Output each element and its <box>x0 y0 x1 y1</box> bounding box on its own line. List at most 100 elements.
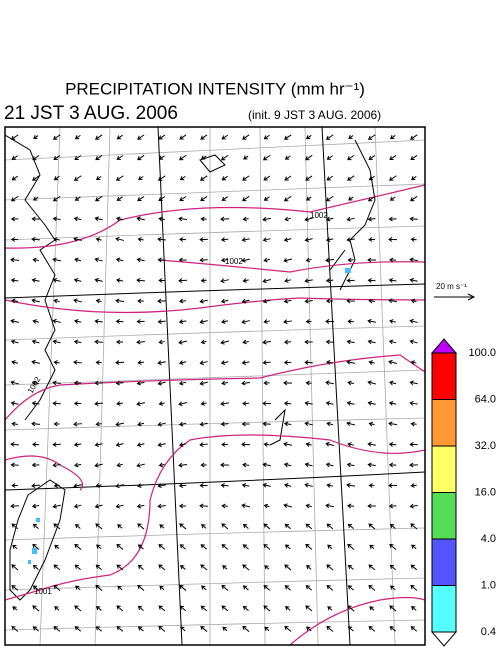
wind-arrow <box>32 257 39 263</box>
wind-arrow <box>326 175 334 181</box>
wind-arrow <box>94 462 103 468</box>
wind-arrow <box>159 585 165 591</box>
wind-arrow <box>95 134 103 140</box>
wind-arrow <box>31 216 40 222</box>
wind-arrow <box>136 380 145 386</box>
wind-arrow <box>74 319 82 324</box>
wind-arrow <box>199 483 208 488</box>
wind-arrow <box>367 257 376 263</box>
wind-arrow <box>389 155 397 161</box>
wind-arrow <box>283 195 292 202</box>
wind-arrow <box>305 543 313 550</box>
wind-arrow <box>368 237 375 242</box>
wind-arrow <box>31 400 40 406</box>
wind-arrow <box>347 564 354 570</box>
wind-arrow <box>409 462 418 468</box>
wind-arrow <box>74 523 81 529</box>
wind-arrow <box>304 482 313 488</box>
wind-arrow <box>262 154 271 161</box>
wind-arrow <box>410 483 417 488</box>
wind-arrow <box>31 277 40 283</box>
wind-arrow <box>369 544 375 550</box>
wind-arrow <box>304 278 313 284</box>
wind-arrow <box>368 523 376 530</box>
wind-arrow <box>326 585 334 591</box>
wind-arrow <box>409 277 418 283</box>
wind-arrow <box>32 154 40 161</box>
wind-arrow <box>178 483 187 488</box>
wind-arrow <box>367 278 376 283</box>
wind-arrow <box>283 503 292 509</box>
wind-arrow <box>220 339 229 345</box>
map-area: 1002 1002 1002 1001 <box>5 127 425 645</box>
colorbar-segment <box>431 352 457 400</box>
wind-arrow <box>306 565 312 570</box>
wind-arrow <box>116 564 124 571</box>
wind-arrow <box>158 625 166 632</box>
wind-arrow <box>115 483 124 489</box>
wind-arrow <box>283 401 292 406</box>
wind-arrow <box>158 401 165 406</box>
wind-arrow <box>199 380 208 386</box>
wind-arrow <box>368 584 376 591</box>
wind-arrow <box>157 298 166 304</box>
wind-arrow <box>94 401 103 407</box>
wind-arrow <box>410 523 418 530</box>
wind-arrow <box>367 400 376 406</box>
wind-arrow <box>347 257 354 263</box>
wind-arrow <box>263 175 271 181</box>
map-frame-bg <box>5 127 425 645</box>
wind-arrow <box>178 462 188 468</box>
wind-arrow <box>74 605 82 612</box>
vector-scale-label: 20 m s⁻¹ <box>436 282 467 291</box>
wind-arrow <box>221 442 228 447</box>
wind-arrow <box>242 564 250 571</box>
wind-arrow <box>284 155 291 160</box>
wind-arrow <box>137 134 145 140</box>
wind-arrow <box>221 319 229 324</box>
wind-arrow <box>263 585 271 591</box>
colorbar-label: 0.4 <box>481 626 496 638</box>
wind-arrow <box>222 626 228 632</box>
wind-arrow <box>179 175 186 181</box>
wind-arrow <box>54 544 60 550</box>
wind-arrow <box>241 257 250 263</box>
colorbar-label: 16.0 <box>475 486 496 498</box>
wind-arrow <box>200 462 207 468</box>
wind-arrow <box>200 175 208 181</box>
wind-arrow <box>53 155 61 160</box>
wind-arrow <box>388 401 397 406</box>
wind-arrow <box>116 216 124 222</box>
wind-arrow <box>95 626 102 632</box>
wind-arrow <box>389 175 397 181</box>
wind-arrow <box>115 257 124 263</box>
wind-arrow <box>53 523 61 530</box>
wind-arrow <box>263 503 270 509</box>
wind-arrow <box>179 360 187 365</box>
wind-arrow <box>200 195 208 202</box>
wind-arrow <box>283 339 292 345</box>
wind-arrow <box>304 237 313 243</box>
wind-arrow <box>284 585 291 591</box>
wind-arrow <box>220 298 229 304</box>
wind-arrow <box>389 605 397 612</box>
wind-arrow <box>73 236 82 242</box>
wind-arrow <box>367 339 376 345</box>
wind-arrow <box>369 606 375 611</box>
wind-arrow <box>262 462 271 468</box>
wind-arrow <box>137 298 144 304</box>
wind-arrow <box>137 237 144 242</box>
wind-arrow <box>136 257 145 263</box>
wind-arrow <box>52 195 61 202</box>
wind-arrow <box>53 360 60 365</box>
wind-arrow <box>73 442 82 447</box>
wind-arrow <box>158 216 165 222</box>
wind-arrow <box>368 564 376 571</box>
wind-arrow <box>10 237 19 242</box>
wind-arrow <box>10 380 19 386</box>
wind-arrow <box>367 503 376 509</box>
wind-arrow <box>221 523 229 530</box>
wind-arrow <box>179 544 186 550</box>
wind-arrow <box>284 216 291 222</box>
wind-arrow <box>53 298 60 304</box>
